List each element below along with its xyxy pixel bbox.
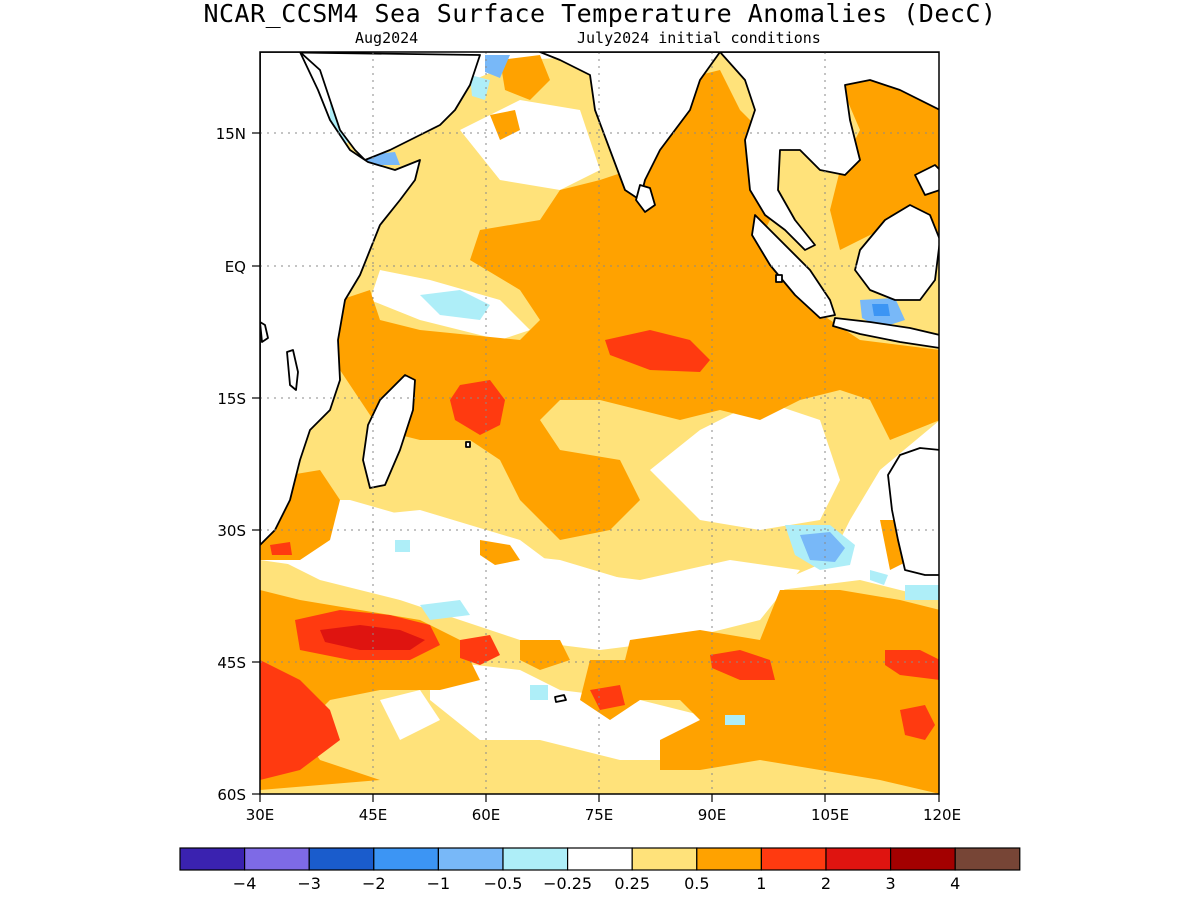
x-tick-label: 45E <box>359 806 388 824</box>
x-tick-label: 105E <box>811 806 849 824</box>
colorbar-label: 4 <box>950 874 960 893</box>
graticule <box>260 52 939 794</box>
coastlines <box>260 52 939 703</box>
colorbar-swatch <box>373 847 439 871</box>
initial-conditions: July2024 initial conditions <box>577 29 821 47</box>
colorbar-swatch <box>244 847 310 871</box>
colorbar-label: 0.25 <box>614 874 650 893</box>
y-tick-label: 30S <box>217 522 246 540</box>
y-tick-label: 15S <box>217 390 246 408</box>
level-2-to-3 <box>320 625 425 650</box>
colorbar-label: 1 <box>756 874 766 893</box>
y-tick-label: 60S <box>217 786 246 804</box>
colorbar-label: 2 <box>821 874 831 893</box>
colorbar-label: −4 <box>233 874 257 893</box>
anomaly-field <box>260 52 939 794</box>
colorbar-label: −1 <box>427 874 451 893</box>
colorbar-label: −0.5 <box>484 874 523 893</box>
colorbar-label: −0.25 <box>543 874 592 893</box>
x-tick-label: 90E <box>698 806 727 824</box>
colorbar-swatch <box>179 847 246 871</box>
colorbar: −4 −3 −2 −1 −0.5 −0.25 0.25 0.5 1 2 3 4 <box>179 847 1021 893</box>
x-tick-label: 30E <box>246 806 275 824</box>
colorbar-swatch <box>889 847 956 871</box>
colorbar-swatch <box>760 847 827 871</box>
colorbar-swatch <box>437 847 504 871</box>
y-tick-label: 45S <box>217 654 246 672</box>
colorbar-label: 0.5 <box>684 874 709 893</box>
forecast-month: Aug2024 <box>355 29 419 47</box>
colorbar-swatch <box>696 847 762 871</box>
colorbar-label: 3 <box>886 874 896 893</box>
colorbar-label: −3 <box>297 874 321 893</box>
y-tick-label: 15N <box>216 125 246 143</box>
colorbar-swatch <box>502 847 569 871</box>
x-tick-label: 120E <box>923 806 961 824</box>
colorbar-swatch <box>825 847 892 871</box>
colorbar-swatch <box>631 847 698 871</box>
axis-ticks <box>252 132 940 802</box>
map-title: NCAR_CCSM4 Sea Surface Temperature Anoma… <box>203 0 997 28</box>
y-tick-label: EQ <box>225 258 246 276</box>
x-tick-label: 75E <box>585 806 614 824</box>
x-tick-label: 60E <box>472 806 501 824</box>
colorbar-swatch <box>954 847 1021 871</box>
colorbar-swatch <box>308 847 375 871</box>
colorbar-label: −2 <box>362 874 386 893</box>
colorbar-swatch <box>566 847 633 871</box>
